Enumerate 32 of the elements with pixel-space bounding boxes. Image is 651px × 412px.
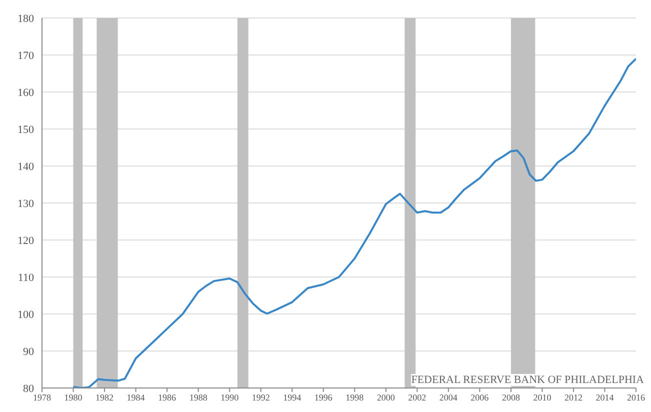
y-tick-label: 120 <box>18 234 34 247</box>
y-tick-label: 160 <box>18 86 34 99</box>
x-tick-label: 2002 <box>408 392 426 402</box>
x-tick-label: 1982 <box>96 392 114 402</box>
x-tick-label: 2006 <box>470 392 490 402</box>
x-tick-label: 2016 <box>627 392 646 402</box>
y-tick-label: 130 <box>18 198 34 210</box>
x-tick-label: 2012 <box>564 392 582 402</box>
x-tick-label: 2008 <box>502 392 520 402</box>
x-tick-label: 1996 <box>314 392 333 402</box>
x-tick-label: 1994 <box>283 392 302 402</box>
y-tick-label: 140 <box>18 160 34 173</box>
x-tick-label: 2014 <box>596 392 614 402</box>
annotation: FEDERAL RESERVE BANK OF PHILADELPHIA <box>411 374 644 386</box>
x-tick-label: 1988 <box>189 392 208 402</box>
x-tick-label: 1980 <box>64 392 83 402</box>
x-tick-label: 1978 <box>33 392 52 402</box>
x-tick-label: 1984 <box>126 392 146 402</box>
y-tick-label: 100 <box>18 308 34 321</box>
y-tick-label: 180 <box>18 12 34 25</box>
x-tick-label: 2000 <box>376 392 396 402</box>
x-tick-label: 2004 <box>439 392 458 402</box>
y-tick-label: 170 <box>18 50 34 62</box>
x-tick-label: 1990 <box>220 392 240 402</box>
x-tick-label: 1986 <box>158 392 177 402</box>
y-tick-label: 80 <box>23 382 34 395</box>
y-tick-label: 90 <box>23 346 34 358</box>
y-tick-label: 150 <box>18 124 34 136</box>
x-tick-label: 2010 <box>533 392 552 402</box>
x-tick-label: 1992 <box>252 392 270 402</box>
x-tick-label: 1998 <box>346 392 364 402</box>
y-tick-label: 110 <box>18 272 34 284</box>
